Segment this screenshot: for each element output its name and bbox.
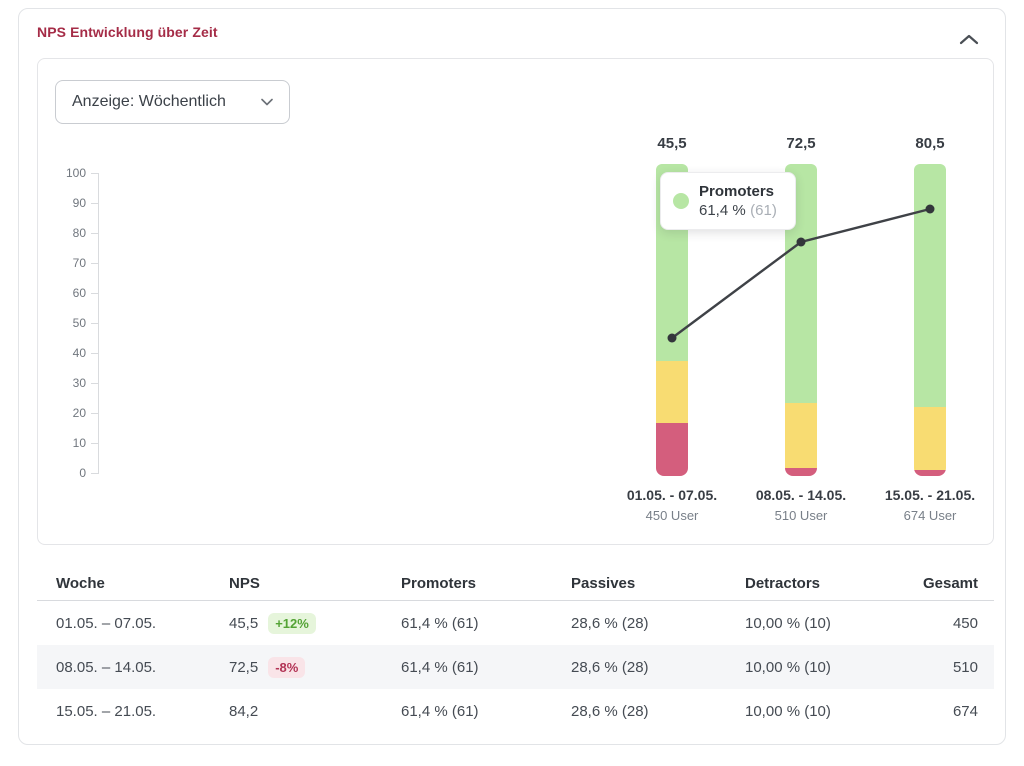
x-axis-users: 510 User bbox=[774, 508, 828, 523]
tooltip-value: 61,4 % bbox=[699, 202, 746, 219]
column-header-passives: Passives bbox=[571, 574, 636, 592]
cell-nps: 72,5 bbox=[229, 658, 259, 676]
y-tick-label: 20 bbox=[72, 406, 86, 420]
detractors-segment bbox=[914, 469, 946, 476]
y-tick-label: 30 bbox=[72, 376, 86, 390]
x-axis-label: 15.05. - 21.05. bbox=[884, 487, 976, 503]
collapse-button[interactable] bbox=[955, 27, 983, 51]
column-header-detractors: Detractors bbox=[745, 574, 821, 592]
chevron-up-icon bbox=[959, 34, 979, 45]
cell-nps: 84,2 bbox=[229, 702, 259, 720]
cell-passives: 28,6 % (28) bbox=[571, 658, 649, 676]
bar-group: 80,5 15.05. - 21.05. 674 User bbox=[870, 134, 990, 523]
y-tick-label: 50 bbox=[72, 316, 86, 330]
column-header-nps: NPS bbox=[229, 574, 260, 592]
cell-passives: 28,6 % (28) bbox=[571, 702, 649, 720]
passives-segment bbox=[914, 407, 946, 470]
tooltip-count: (61) bbox=[750, 202, 777, 219]
detractors-segment bbox=[656, 422, 688, 476]
y-tick-mark bbox=[91, 473, 99, 474]
cell-nps: 45,5 bbox=[229, 614, 259, 632]
promoters-dot-icon bbox=[673, 193, 689, 209]
y-tick-mark bbox=[91, 413, 99, 414]
nps-table: Woche NPS Promoters Passives Detractors … bbox=[37, 566, 994, 733]
y-tick-label: 90 bbox=[72, 196, 86, 210]
y-tick-mark bbox=[91, 173, 99, 174]
cell-detractors: 10,00 % (10) bbox=[745, 614, 831, 632]
display-period-select-value: Anzeige: Wöchentlich bbox=[72, 93, 226, 110]
y-tick-label: 40 bbox=[72, 346, 86, 360]
cell-promoters: 61,4 % (61) bbox=[401, 614, 479, 632]
bar-value-label: 80,5 bbox=[915, 135, 945, 152]
passives-segment bbox=[785, 402, 817, 469]
bar-value-label: 72,5 bbox=[786, 135, 816, 152]
y-tick-mark bbox=[91, 263, 99, 264]
y-tick-label: 100 bbox=[65, 166, 86, 180]
cell-woche: 01.05. – 07.05. bbox=[56, 614, 157, 632]
cell-promoters: 61,4 % (61) bbox=[401, 658, 479, 676]
cell-gesamt: 450 bbox=[952, 614, 978, 632]
y-tick-mark bbox=[91, 383, 99, 384]
y-tick-label: 70 bbox=[72, 256, 86, 270]
nps-change-badge: +12% bbox=[268, 612, 316, 634]
y-tick-mark bbox=[91, 443, 99, 444]
chevron-down-icon bbox=[261, 98, 273, 106]
nps-panel: NPS Entwicklung über Zeit Anzeige: Wöche… bbox=[18, 8, 1006, 745]
column-header-woche: Woche bbox=[56, 574, 105, 592]
cell-gesamt: 674 bbox=[952, 702, 978, 720]
y-tick-mark bbox=[91, 323, 99, 324]
cell-woche: 15.05. – 21.05. bbox=[56, 702, 157, 720]
bar-value-label: 45,5 bbox=[657, 135, 687, 152]
display-period-select[interactable]: Anzeige: Wöchentlich bbox=[55, 80, 290, 124]
cell-woche: 08.05. – 14.05. bbox=[56, 658, 157, 676]
passives-segment bbox=[656, 360, 688, 423]
cell-passives: 28,6 % (28) bbox=[571, 614, 649, 632]
chart-container: Anzeige: Wöchentlich 100 90 80 70 60 50 40 30 20… bbox=[37, 58, 994, 545]
x-axis-label: 01.05. - 07.05. bbox=[626, 487, 718, 503]
cell-gesamt: 510 bbox=[952, 658, 978, 676]
y-tick-label: 0 bbox=[79, 466, 86, 480]
y-tick-mark bbox=[91, 293, 99, 294]
table-row: 08.05. – 14.05. 72,5 -8% 61,4 % (61) 28,… bbox=[37, 645, 994, 689]
promoters-segment bbox=[914, 164, 946, 408]
y-tick-mark bbox=[91, 233, 99, 234]
panel-title: NPS Entwicklung über Zeit bbox=[37, 24, 218, 40]
x-axis-label: 08.05. - 14.05. bbox=[755, 487, 847, 503]
y-tick-label: 10 bbox=[72, 436, 86, 450]
column-header-promoters: Promoters bbox=[401, 574, 477, 592]
table-row: 15.05. – 21.05. 84,2 61,4 % (61) 28,6 % … bbox=[37, 689, 994, 733]
cell-promoters: 61,4 % (61) bbox=[401, 702, 479, 720]
y-tick-mark bbox=[91, 203, 99, 204]
cell-detractors: 10,00 % (10) bbox=[745, 702, 831, 720]
stacked-bar[interactable] bbox=[914, 164, 946, 476]
nps-change-badge: -8% bbox=[268, 656, 306, 678]
tooltip-label: Promoters bbox=[699, 183, 775, 200]
cell-detractors: 10,00 % (10) bbox=[745, 658, 831, 676]
y-tick-label: 60 bbox=[72, 286, 86, 300]
table-row: 01.05. – 07.05. 45,5 +12% 61,4 % (61) 28… bbox=[37, 601, 994, 645]
y-tick-label: 80 bbox=[72, 226, 86, 240]
nps-tooltip: Promoters 61,4 % (61) bbox=[660, 172, 796, 230]
y-tick-mark bbox=[91, 353, 99, 354]
table-header-row: Woche NPS Promoters Passives Detractors … bbox=[37, 566, 994, 601]
x-axis-users: 450 User bbox=[645, 508, 699, 523]
detractors-segment bbox=[785, 468, 817, 476]
column-header-gesamt: Gesamt bbox=[922, 574, 978, 592]
x-axis-users: 674 User bbox=[903, 508, 957, 523]
